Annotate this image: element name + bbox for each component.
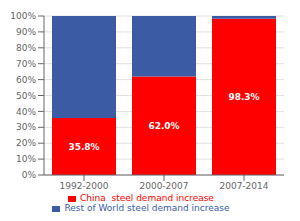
svg-text:30%: 30% <box>16 122 36 132</box>
svg-text:0%: 0% <box>22 170 37 180</box>
svg-text:40%: 40% <box>16 107 36 117</box>
svg-text:35.8%: 35.8% <box>68 142 99 152</box>
svg-text:70%: 70% <box>16 59 36 69</box>
svg-text:2000-2007: 2000-2007 <box>139 181 188 191</box>
svg-text:90%: 90% <box>16 27 36 37</box>
svg-text:62.0%: 62.0% <box>148 121 179 131</box>
html-text:China steel demand increase: China steel demand increase <box>80 193 214 203</box>
svg-text:60%: 60% <box>16 75 36 85</box>
html-text:Rest of World steel demand inc: Rest of World steel demand increase <box>64 203 230 213</box>
svg-text:2007-2014: 2007-2014 <box>219 181 268 191</box>
svg-text:50%: 50% <box>16 91 36 101</box>
svg-text:100%: 100% <box>10 11 36 21</box>
svg-text:1992-2000: 1992-2000 <box>59 181 108 191</box>
svg-text:80%: 80% <box>16 43 36 53</box>
svg-text:10%: 10% <box>16 154 36 164</box>
svg-text:20%: 20% <box>16 138 36 148</box>
svg-text:98.3%: 98.3% <box>228 92 259 102</box>
